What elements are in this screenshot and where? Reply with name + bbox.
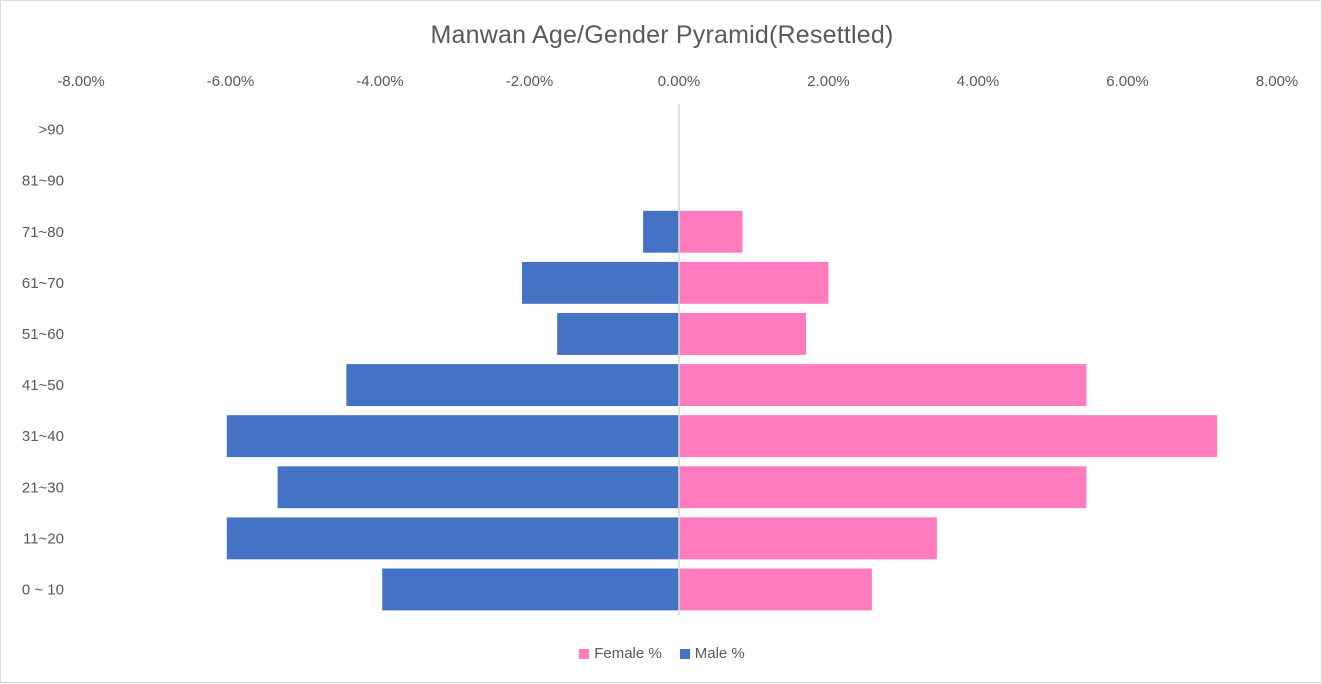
x-tick-label: 2.00% [807, 73, 850, 90]
category-label: 71~80 [22, 224, 64, 241]
female-bar [679, 517, 937, 560]
legend-swatch-male [679, 648, 690, 659]
legend-swatch-female [579, 648, 590, 659]
female-bar [679, 210, 743, 253]
category-label: 11~20 [23, 530, 64, 547]
female-bar [679, 312, 807, 355]
female-bar [679, 466, 1087, 509]
category-label: 31~40 [22, 428, 64, 445]
male-bar [522, 261, 679, 304]
male-bar [277, 466, 679, 509]
category-label: 0 ~ 10 [22, 581, 64, 598]
category-label: 61~70 [22, 275, 64, 292]
male-bar [226, 415, 679, 458]
male-bar [226, 517, 679, 560]
male-bar [382, 568, 679, 611]
category-label: 81~90 [22, 173, 64, 190]
female-bar [679, 364, 1087, 407]
legend: Female % Male % [1, 645, 1322, 662]
chart-title: Manwan Age/Gender Pyramid(Resettled) [430, 21, 894, 49]
legend-label-male: Male % [694, 645, 745, 662]
x-tick-label: -4.00% [356, 73, 404, 90]
category-label: 51~60 [22, 326, 64, 343]
female-bar [679, 415, 1218, 458]
male-bar [557, 312, 679, 355]
female-bar [679, 568, 872, 611]
x-tick-label: -8.00% [57, 73, 105, 90]
x-tick-label: 4.00% [957, 73, 1000, 90]
legend-item-male: Male % [679, 645, 745, 662]
category-label: >90 [39, 122, 64, 139]
x-tick-label: 0.00% [658, 73, 701, 90]
female-bar [679, 261, 829, 304]
x-tick-label: 8.00% [1256, 73, 1299, 90]
category-label: 41~50 [22, 377, 64, 394]
legend-item-female: Female % [579, 645, 662, 662]
category-label: 21~30 [22, 479, 64, 496]
legend-label-female: Female % [594, 645, 662, 662]
x-tick-label: 6.00% [1106, 73, 1149, 90]
male-bar [643, 210, 679, 253]
x-tick-label: -6.00% [207, 73, 255, 90]
x-tick-label: -2.00% [506, 73, 554, 90]
male-bar [346, 364, 679, 407]
